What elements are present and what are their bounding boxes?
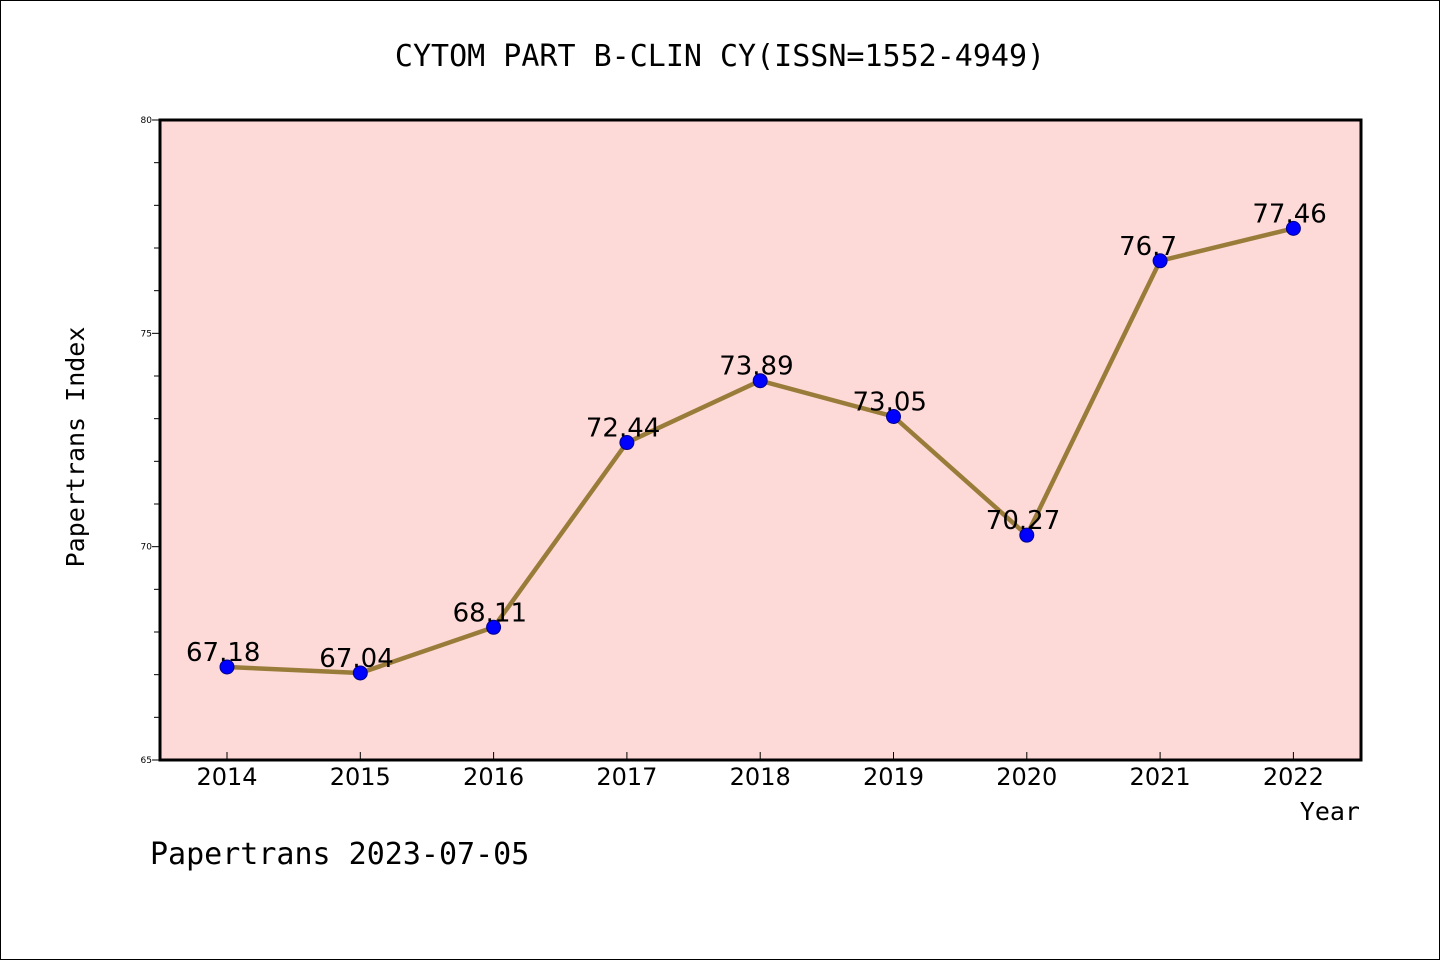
x-axis-ticks: 2014 2015 2016 2017 2018 2019 2020 2021 2022	[196, 752, 1324, 791]
data-point-marker	[752, 373, 768, 389]
x-tick-label: 2015	[330, 763, 391, 791]
footer-date-stamp: Papertrans 2023-07-05	[150, 837, 529, 872]
data-point-marker	[352, 665, 368, 681]
x-tick-label: 2018	[730, 763, 791, 791]
y-axis-title: Papertrans Index	[61, 327, 90, 568]
x-tick-label: 2022	[1263, 763, 1324, 791]
x-tick-label: 2014	[196, 763, 257, 791]
data-point-marker	[486, 619, 502, 635]
y-tick-label: 65	[141, 756, 152, 766]
data-label: 73.89	[719, 352, 793, 382]
data-label: 68.11	[453, 598, 527, 628]
y-tick-label: 70	[141, 543, 153, 553]
data-point-marker	[1019, 527, 1035, 543]
x-tick-label: 2017	[596, 763, 657, 791]
data-point-marker	[886, 409, 901, 425]
data-label: 73.05	[853, 388, 927, 418]
plot-border	[158, 118, 1363, 762]
y-tick-label: 75	[141, 329, 152, 339]
data-label: 76.7	[1119, 232, 1177, 262]
y-axis-ticks: 65 70 75 80	[141, 116, 160, 766]
data-label: 67.18	[186, 638, 260, 668]
data-point-marker	[1285, 220, 1301, 236]
x-tick-label: 2020	[996, 763, 1057, 791]
plot-area	[160, 120, 1361, 760]
data-point-marker	[619, 435, 635, 451]
data-label: 70.27	[986, 506, 1060, 536]
data-label: 77.46	[1252, 199, 1326, 229]
x-tick-label: 2019	[863, 763, 924, 791]
x-tick-label: 2016	[463, 763, 524, 791]
x-tick-label: 2021	[1130, 763, 1191, 791]
x-axis-title: Year	[1300, 797, 1360, 826]
data-label: 67.04	[319, 644, 393, 674]
data-labels: 67.18 67.04 68.11 72.44 73.89 73.05 70.27 76.7 7…	[186, 199, 1327, 674]
chart-title: CYTOM PART B-CLIN CY(ISSN=1552-4949)	[395, 39, 1045, 74]
y-tick-label: 80	[141, 116, 153, 126]
data-label: 72.44	[586, 414, 660, 444]
data-point-marker	[1152, 253, 1168, 269]
series-markers	[219, 220, 1301, 681]
data-point-marker	[219, 659, 235, 675]
